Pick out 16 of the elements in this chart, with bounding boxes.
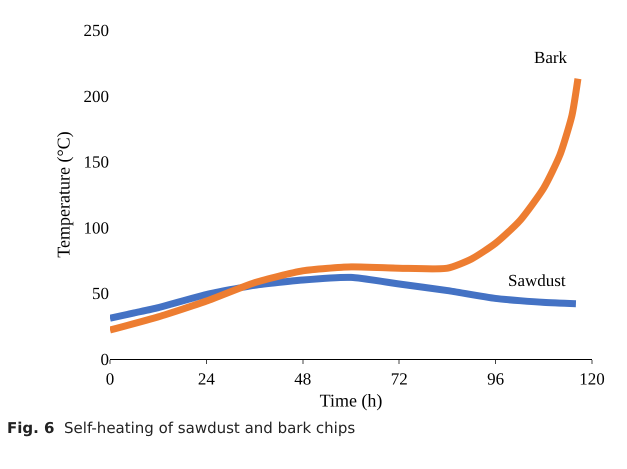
y-tick-label: 0 (100, 350, 109, 369)
y-tick-label: 250 (84, 20, 109, 40)
caption: Fig. 6 Self-heating of sawdust and bark chips (7, 419, 356, 437)
y-tick-label: 150 (84, 152, 109, 172)
x-axis-title: Time (h) (320, 390, 382, 410)
y-tick-label: 100 (84, 218, 109, 238)
series-label: Sawdust (508, 271, 566, 290)
y-tick-label: 50 (92, 284, 109, 304)
x-tick-label: 24 (198, 369, 216, 388)
y-tick-label: 200 (84, 86, 109, 106)
x-tick-label: 96 (487, 369, 504, 388)
series-label: Bark (534, 48, 568, 67)
x-tick-label: 120 (579, 369, 605, 388)
x-tick-label: 48 (294, 369, 312, 388)
x-tick-label: 72 (390, 369, 408, 388)
y-axis-title: Temperature (°C) (54, 131, 74, 258)
